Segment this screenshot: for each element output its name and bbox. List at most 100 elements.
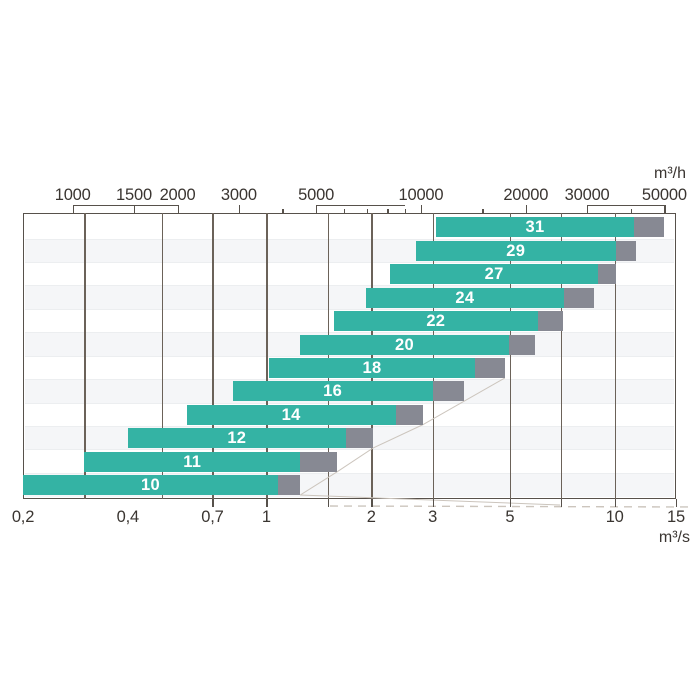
top-axis-label-3000: 3000 — [220, 186, 257, 204]
bottom-axis-label-1: 1 — [261, 508, 271, 526]
bottom-axis-label-0.4: 0,4 — [116, 508, 140, 526]
top-axis-minor-tick-15000 — [482, 209, 484, 213]
top-axis-minor-tick-7000 — [366, 209, 369, 213]
top-axis-tick-30000 — [587, 205, 589, 213]
top-axis-label-20000: 20000 — [503, 186, 549, 204]
bottom-axis-tick-5 — [509, 499, 512, 507]
top-axis-minor-tick-4000 — [282, 209, 284, 213]
bar-18 — [269, 357, 475, 378]
gridline-10 — [614, 213, 617, 499]
row-separator-line — [25, 402, 674, 404]
bar-27-extension — [597, 264, 616, 285]
bar-14-extension — [395, 404, 423, 425]
bar-16-extension — [432, 381, 464, 402]
bar-22-extension — [537, 311, 563, 332]
bottom-axis-label-5: 5 — [505, 508, 515, 526]
row-separator-line — [25, 379, 674, 381]
bar-24-label: 24 — [455, 288, 475, 307]
bottom-axis-unit-label: m³/s — [658, 529, 690, 546]
bottom-axis-tick-2 — [371, 499, 373, 507]
bar-14-label: 14 — [281, 405, 301, 424]
bar-12 — [127, 428, 346, 449]
bottom-axis-label-3: 3 — [428, 508, 438, 526]
top-axis-label-1000: 1000 — [54, 186, 91, 204]
bottom-axis-label-2: 2 — [366, 508, 376, 526]
top-axis-label-10000: 10000 — [398, 186, 444, 204]
row-separator-line — [25, 285, 674, 287]
bar-11 — [84, 451, 301, 472]
bar-12-extension — [345, 428, 373, 449]
top-axis-bracket — [316, 205, 405, 207]
row-separator-line — [25, 472, 674, 474]
top-axis-tick-1500 — [134, 205, 136, 213]
gridline-0.7 — [212, 213, 214, 499]
top-axis-label-2000: 2000 — [159, 186, 196, 204]
bar-29-extension — [615, 240, 636, 261]
bottom-axis-label-0.2: 0,2 — [11, 508, 35, 526]
top-axis-tick-2000 — [177, 205, 179, 213]
bottom-axis-tick-3 — [432, 499, 434, 507]
bar-20-extension — [508, 334, 535, 355]
bar-27 — [390, 264, 598, 285]
bar-31-label: 31 — [525, 218, 545, 237]
gridline-3 — [432, 213, 434, 499]
bar-24 — [365, 287, 564, 308]
bar-22 — [333, 311, 538, 332]
gridline-1 — [266, 213, 268, 499]
top-axis-tick-20000 — [525, 205, 528, 213]
top-axis-bracket — [72, 205, 178, 207]
bar-10-label: 10 — [141, 476, 160, 495]
bottom-axis-label-0.7: 0,7 — [201, 508, 224, 526]
top-axis-label-50000: 50000 — [641, 186, 687, 204]
bar-31 — [435, 217, 635, 238]
bar-10-extension — [278, 475, 301, 496]
bottom-axis-label-15: 15 — [667, 508, 685, 526]
bar-14 — [186, 404, 396, 425]
bar-10 — [23, 475, 279, 496]
bottom-axis-tick-10 — [614, 499, 617, 507]
top-axis-tick-3000 — [238, 205, 241, 213]
top-axis-tick-10000 — [420, 205, 423, 213]
row-separator-line — [25, 308, 674, 310]
bottom-axis-tick-7 — [560, 499, 563, 507]
bar-11-extension — [300, 451, 338, 472]
top-axis-label-30000: 30000 — [564, 186, 610, 204]
gridline-2 — [371, 213, 373, 499]
gridline-1.5 — [327, 213, 330, 499]
bar-18-label: 18 — [362, 358, 382, 377]
bar-22-label: 22 — [426, 312, 446, 331]
top-axis-minor-tick-8000 — [387, 209, 389, 213]
bottom-axis-label-10: 10 — [605, 508, 624, 526]
bottom-axis-tick-1 — [266, 499, 268, 507]
bar-16 — [232, 381, 433, 402]
bar-18-extension — [474, 357, 505, 378]
top-axis-label-5000: 5000 — [298, 186, 335, 204]
row-separator-line — [25, 355, 674, 357]
bar-20 — [300, 334, 509, 355]
gridline-5 — [509, 213, 512, 499]
row-separator-line — [25, 425, 674, 427]
bottom-axis-tick-1.5 — [327, 499, 330, 507]
top-axis-tick-50000 — [664, 205, 666, 213]
row-separator-line — [25, 238, 674, 240]
bar-11-label: 11 — [183, 452, 202, 471]
bottom-axis-tick-15 — [676, 499, 678, 507]
bar-29 — [415, 240, 616, 261]
guide-dashed-line — [329, 505, 695, 508]
bar-20-label: 20 — [395, 335, 414, 354]
top-axis-unit-label: m³/h — [654, 165, 686, 182]
gridline-0.3 — [84, 213, 86, 499]
bar-24-extension — [563, 287, 594, 308]
bar-29-label: 29 — [506, 241, 526, 260]
top-axis-minor-tick-40000 — [630, 209, 632, 213]
bar-27-label: 27 — [484, 265, 504, 284]
row-separator-line — [25, 449, 674, 451]
top-axis-tick-1000 — [72, 205, 75, 213]
gridline-0.5 — [161, 213, 163, 499]
row-separator-line — [25, 262, 674, 264]
top-axis-label-1500: 1500 — [116, 186, 152, 204]
bottom-axis-tick-0.7 — [212, 499, 214, 507]
bar-12-label: 12 — [227, 429, 247, 448]
gridline-7 — [560, 213, 563, 499]
